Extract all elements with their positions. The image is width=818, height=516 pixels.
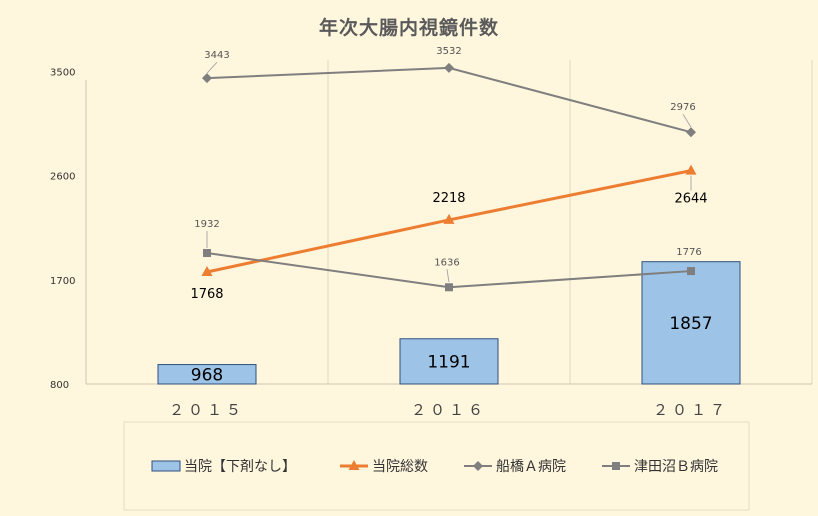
- bar-series: [157, 261, 741, 385]
- legend: 当院【下剤なし】 当院総数 船橋Ａ病院 津田沼Ｂ病院: [123, 421, 750, 511]
- y-tick-label: 1700: [50, 276, 75, 287]
- legend-label: 津田沼Ｂ病院: [634, 459, 718, 475]
- line-value-label: 3443: [204, 50, 229, 61]
- legend-box: [123, 421, 750, 511]
- leader-line: [206, 61, 218, 74]
- marker-triangle: [443, 213, 455, 224]
- bar: [399, 338, 499, 385]
- chart-title: 年次大腸内視鏡件数: [319, 16, 499, 39]
- legend-label: 当院【下剤なし】: [184, 459, 296, 475]
- marker-square: [445, 283, 453, 292]
- marker-diamond: [473, 461, 483, 471]
- marker-square: [612, 462, 620, 470]
- marker-square: [203, 249, 211, 258]
- marker-diamond: [202, 73, 212, 84]
- series-line: [206, 66, 692, 134]
- data-labels: 968 1191 1857 1768 2218 2644 3443 3532 2976 1932 1…: [190, 46, 712, 385]
- marker-diamond: [444, 62, 454, 73]
- line-value-label: 1768: [190, 287, 223, 302]
- line-series: [201, 62, 697, 292]
- leader-line: [682, 113, 692, 128]
- x-tick-label: ２０１６: [411, 401, 487, 419]
- legend-label: 船橋Ａ病院: [496, 459, 566, 475]
- x-tick-label: ２０１７: [653, 401, 729, 419]
- bar-value-label: 1191: [427, 352, 470, 372]
- marker-triangle: [348, 460, 360, 470]
- y-tick-label: 3500: [50, 68, 75, 79]
- legend-label: 当院総数: [372, 459, 428, 475]
- line-value-label: 2976: [670, 102, 695, 113]
- bar: [157, 364, 257, 385]
- marker-triangle: [685, 164, 697, 175]
- line-value-label: 2218: [432, 191, 465, 206]
- leader-line: [446, 269, 450, 283]
- line-value-label: 2644: [674, 192, 707, 207]
- bar: [641, 261, 741, 385]
- y-tick-label: 800: [50, 380, 69, 391]
- line-value-label: 1776: [676, 247, 701, 258]
- marker-triangle: [201, 265, 213, 276]
- line-value-label: 1636: [434, 257, 459, 268]
- line-value-label: 1932: [194, 219, 219, 230]
- x-tick-label: ２０１５: [169, 401, 245, 419]
- y-tick-label: 2600: [50, 172, 75, 183]
- marker-square: [687, 267, 695, 276]
- line-value-label: 3532: [436, 46, 461, 57]
- marker-diamond: [686, 127, 696, 138]
- legend-swatch-bar: [151, 460, 181, 472]
- bar-value-label: 968: [191, 365, 223, 385]
- bar-value-label: 1857: [669, 314, 712, 334]
- grid: [327, 60, 813, 384]
